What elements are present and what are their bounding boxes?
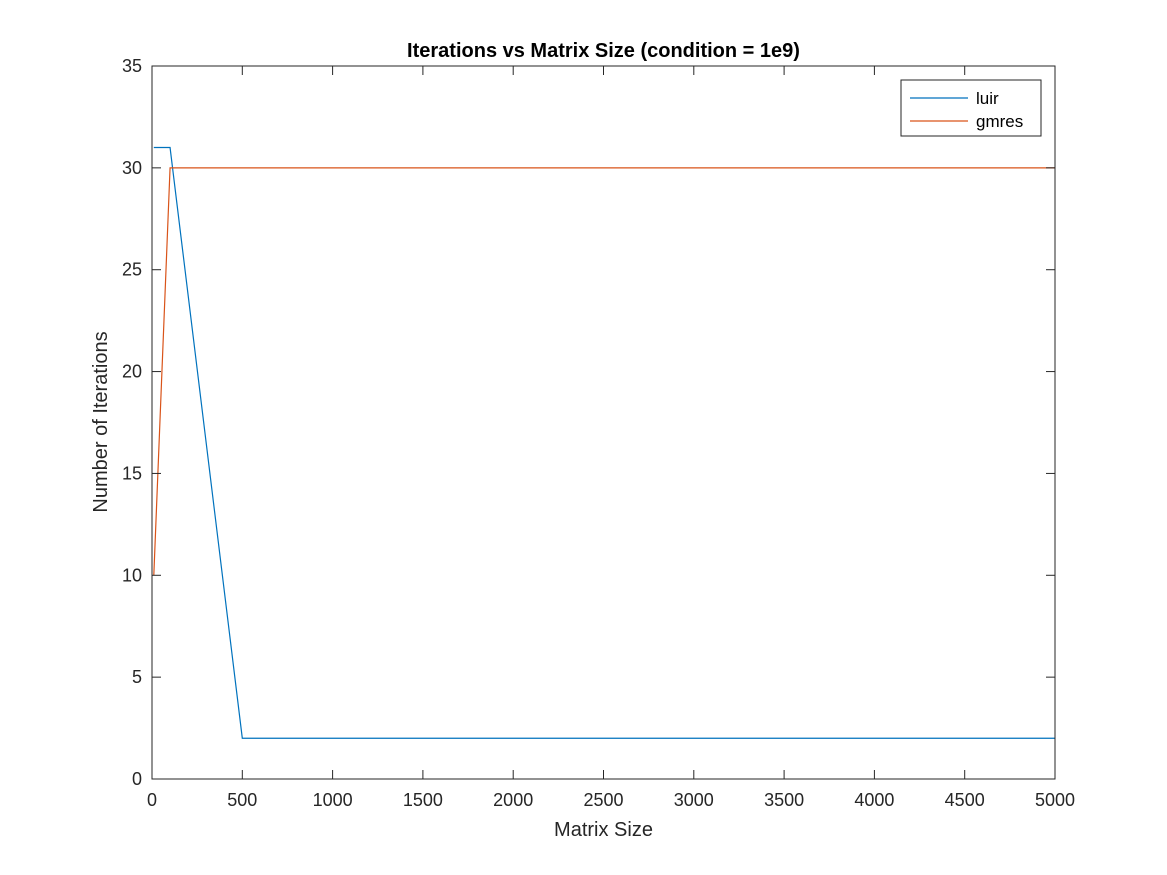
x-tick-label: 2000 <box>493 790 533 810</box>
x-tick-label: 1000 <box>313 790 353 810</box>
x-tick-label: 0 <box>147 790 157 810</box>
ticks-layer: 0 500 1000 1500 2000 2500 3000 3500 4000 4500 5000… <box>122 56 1075 810</box>
y-tick-label: 15 <box>122 463 142 483</box>
series-line-gmres <box>153 167 1055 576</box>
y-axis-label: Number of Iterations <box>90 331 112 512</box>
x-tick-label: 4500 <box>945 790 985 810</box>
legend: luir gmres <box>900 79 1042 137</box>
plot-area <box>152 66 1055 779</box>
x-tick-label: 500 <box>227 790 257 810</box>
x-tick-label: 3500 <box>764 790 804 810</box>
chart-title: Iterations vs Matrix Size (condition = 1… <box>407 40 800 62</box>
series-line-luir <box>153 146 1055 739</box>
x-axis-label: Matrix Size <box>554 819 653 841</box>
legend-label-luir: luir <box>976 89 999 108</box>
y-tick-label: 35 <box>122 56 142 76</box>
series-layer <box>153 146 1055 739</box>
y-tick-label: 0 <box>132 769 142 789</box>
y-tick-label: 30 <box>122 158 142 178</box>
x-tick-label: 5000 <box>1035 790 1075 810</box>
x-tick-label: 4000 <box>854 790 894 810</box>
x-tick-label: 3000 <box>674 790 714 810</box>
legend-entries: luir gmres <box>910 89 1023 131</box>
y-tick-label: 5 <box>132 667 142 687</box>
legend-box <box>900 79 1042 137</box>
y-tick-label: 20 <box>122 362 142 382</box>
legend-label-gmres: gmres <box>976 112 1023 131</box>
x-tick-label: 2500 <box>583 790 623 810</box>
y-tick-label: 10 <box>122 565 142 585</box>
y-tick-label: 25 <box>122 260 142 280</box>
x-tick-label: 1500 <box>403 790 443 810</box>
